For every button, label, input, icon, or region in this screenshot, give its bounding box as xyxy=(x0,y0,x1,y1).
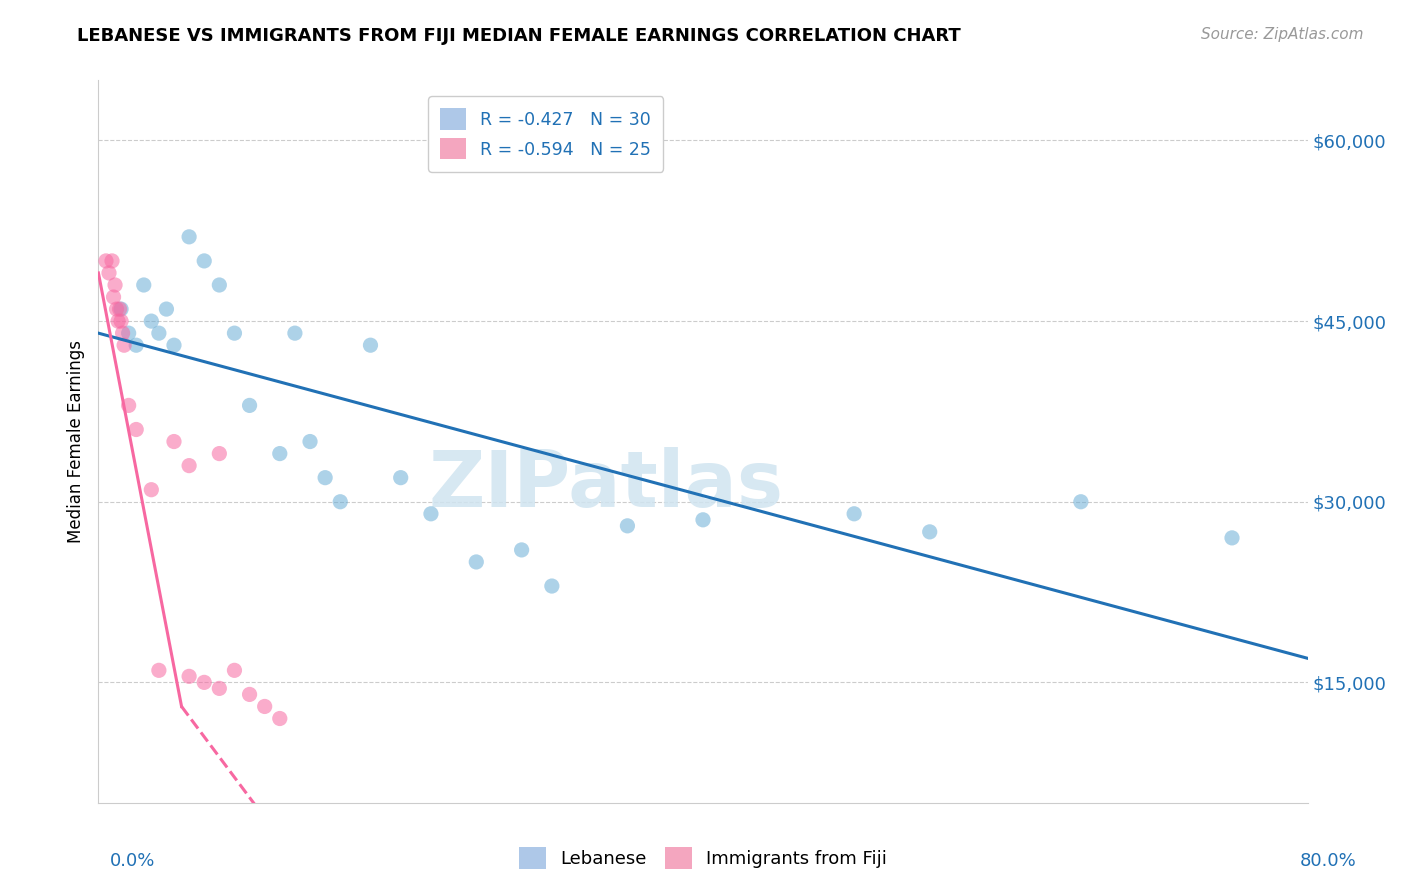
Point xyxy=(193,253,215,268)
Point xyxy=(329,494,352,508)
Point xyxy=(103,290,125,304)
Point xyxy=(179,458,201,473)
Point xyxy=(420,507,443,521)
Point xyxy=(1070,494,1092,508)
Text: LEBANESE VS IMMIGRANTS FROM FIJI MEDIAN FEMALE EARNINGS CORRELATION CHART: LEBANESE VS IMMIGRANTS FROM FIJI MEDIAN … xyxy=(77,27,962,45)
Point xyxy=(118,398,141,412)
Point xyxy=(179,669,201,683)
Point xyxy=(692,513,714,527)
Point xyxy=(465,555,488,569)
Point xyxy=(284,326,307,340)
Point xyxy=(918,524,941,539)
Point xyxy=(141,314,163,328)
Point xyxy=(208,446,231,460)
Point xyxy=(1220,531,1243,545)
Legend: R = -0.427   N = 30, R = -0.594   N = 25: R = -0.427 N = 30, R = -0.594 N = 25 xyxy=(429,96,664,171)
Point xyxy=(239,687,262,701)
Text: 80.0%: 80.0% xyxy=(1301,852,1357,870)
Point xyxy=(208,681,231,696)
Point xyxy=(112,338,135,352)
Point xyxy=(94,253,117,268)
Point xyxy=(314,471,336,485)
Point xyxy=(118,326,141,340)
Point xyxy=(239,398,262,412)
Point xyxy=(208,277,231,292)
Point xyxy=(193,675,215,690)
Point xyxy=(104,277,127,292)
Point xyxy=(125,423,148,437)
Point xyxy=(110,301,132,316)
Point xyxy=(616,519,638,533)
Point xyxy=(148,326,170,340)
Point xyxy=(105,301,128,316)
Point xyxy=(224,664,246,678)
Point xyxy=(510,542,533,557)
Text: Source: ZipAtlas.com: Source: ZipAtlas.com xyxy=(1201,27,1364,42)
Text: ZIPatlas: ZIPatlas xyxy=(429,447,783,523)
Point xyxy=(141,483,163,497)
Point xyxy=(108,301,131,316)
Point xyxy=(163,338,186,352)
Point xyxy=(389,471,412,485)
Point xyxy=(163,434,186,449)
Point xyxy=(155,301,177,316)
Point xyxy=(360,338,382,352)
Point xyxy=(110,314,132,328)
Point xyxy=(844,507,866,521)
Point xyxy=(269,446,291,460)
Point xyxy=(148,664,170,678)
Point xyxy=(125,338,148,352)
Y-axis label: Median Female Earnings: Median Female Earnings xyxy=(66,340,84,543)
Text: 0.0%: 0.0% xyxy=(110,852,155,870)
Point xyxy=(179,229,201,244)
Point xyxy=(107,314,129,328)
Point xyxy=(101,253,124,268)
Point xyxy=(98,266,121,280)
Point xyxy=(253,699,276,714)
Point xyxy=(299,434,322,449)
Point xyxy=(540,579,562,593)
Point xyxy=(132,277,155,292)
Point xyxy=(111,326,134,340)
Legend: Lebanese, Immigrants from Fiji: Lebanese, Immigrants from Fiji xyxy=(510,838,896,879)
Point xyxy=(224,326,246,340)
Point xyxy=(269,712,291,726)
